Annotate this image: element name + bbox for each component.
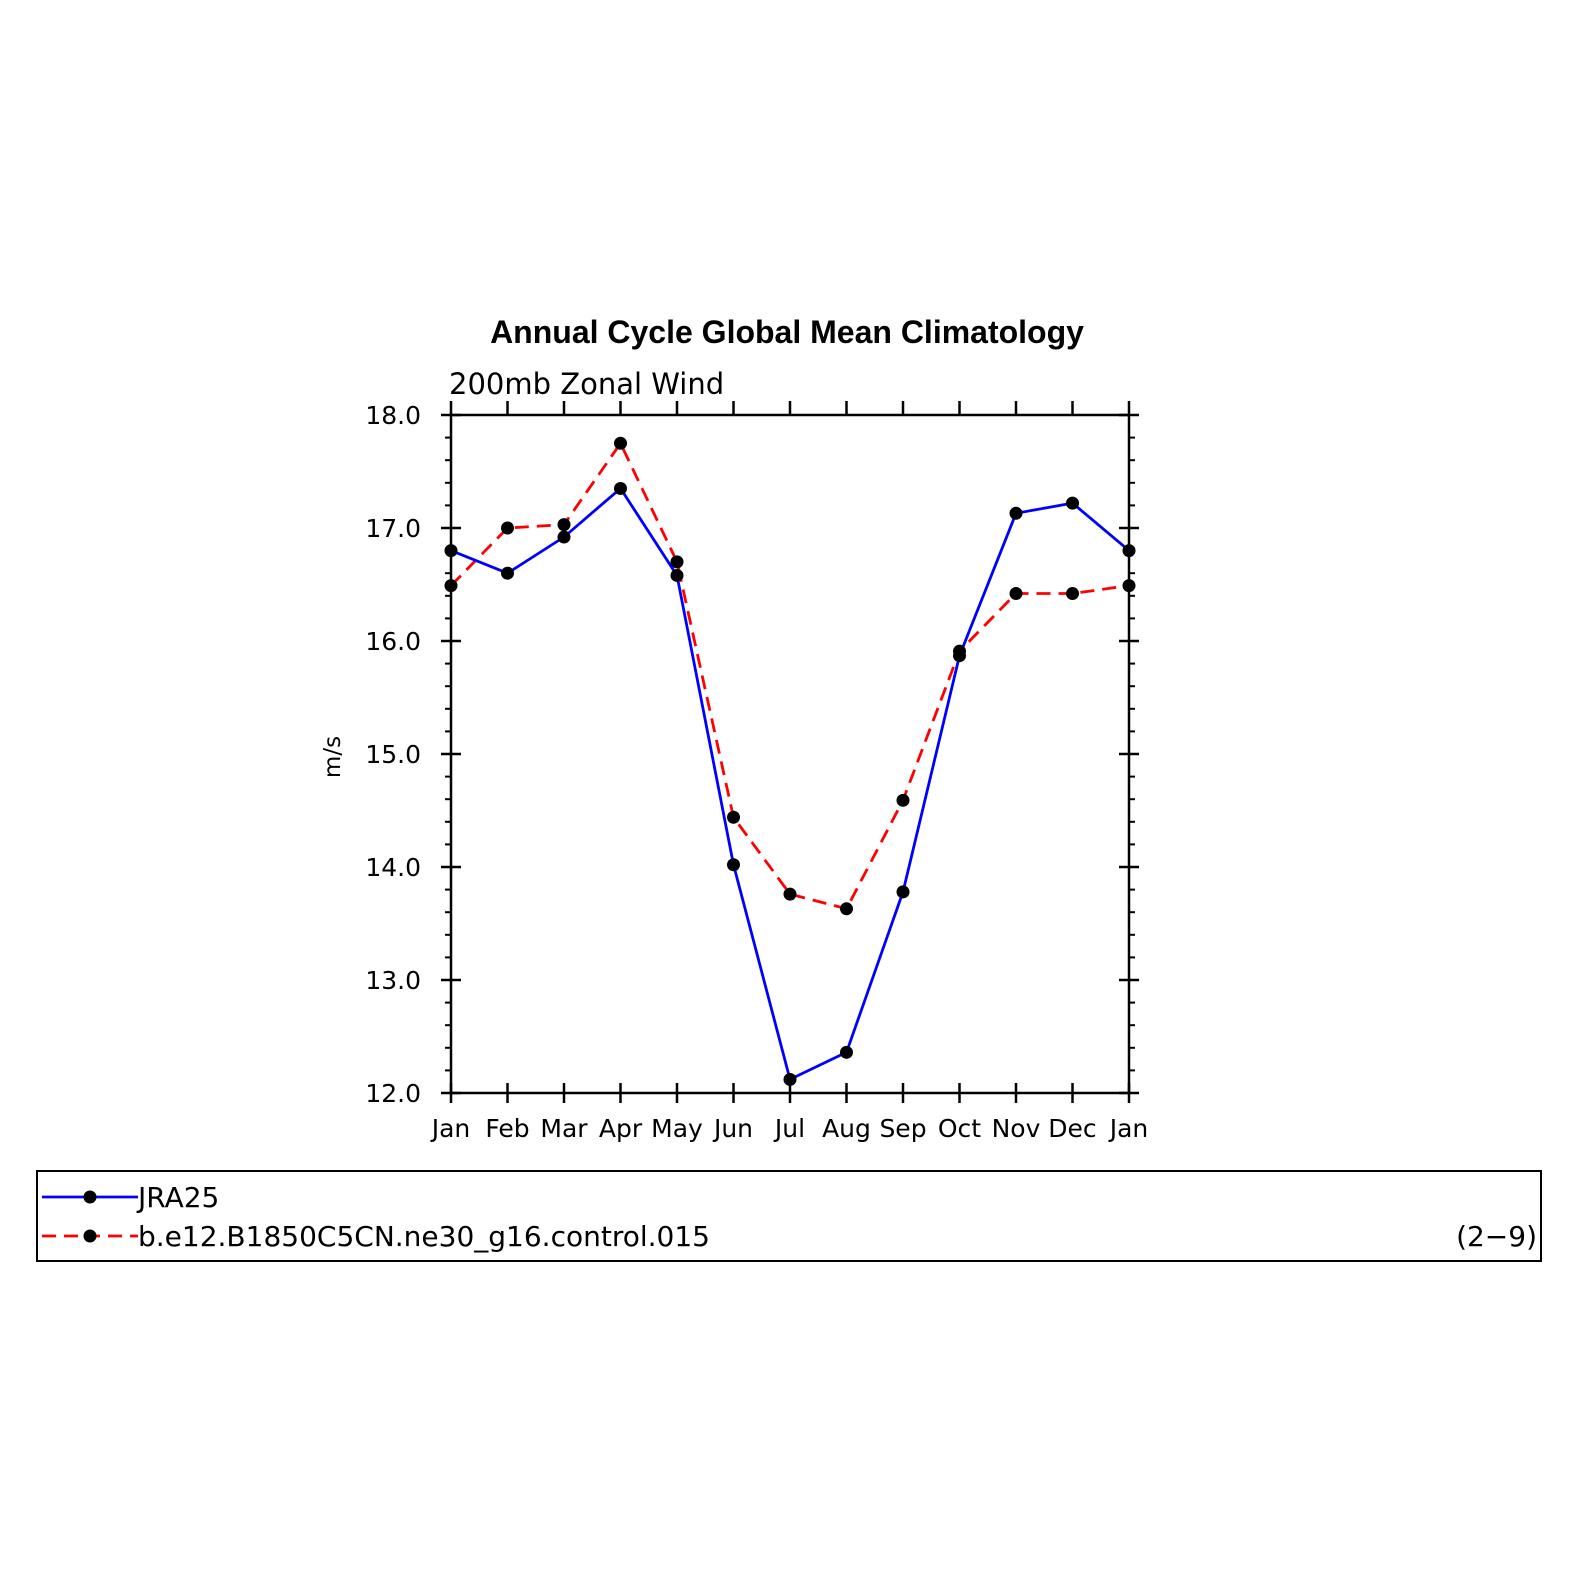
data-point-series-0 (840, 1045, 853, 1059)
x-tick-label: Jul (773, 1114, 805, 1143)
x-tick-label: Jan (1108, 1114, 1149, 1143)
y-tick-label: 14.0 (365, 853, 421, 882)
data-point-series-1 (783, 887, 797, 901)
y-tick-label: 13.0 (365, 966, 421, 995)
data-point-series-0 (444, 544, 458, 558)
y-tick-label: 18.0 (365, 401, 421, 430)
axes: Jan Feb Mar Apr May Jun Jul Aug Sep Oct Nov Dec Jan 1… (365, 401, 1148, 1143)
data-point-series-1 (444, 579, 458, 593)
data-point-series-0 (670, 568, 684, 582)
data-point-series-1 (614, 436, 627, 450)
y-tick-label: 16.0 (365, 627, 421, 656)
x-tick-label: Jan (430, 1114, 471, 1143)
series-line-1 (450, 441, 1130, 911)
data-point-series-0 (1122, 544, 1136, 558)
chart-subtitle: 200mb Zonal Wind (449, 367, 724, 401)
plot-annotation: (2−9) (1456, 1220, 1537, 1253)
data-point-series-0 (557, 530, 571, 544)
legend-box (36, 1170, 1542, 1262)
x-tick-label: Nov (992, 1114, 1041, 1143)
legend-marker-0 (83, 1190, 97, 1204)
data-point-series-1 (1122, 579, 1136, 593)
x-tick-label: Sep (879, 1114, 926, 1143)
data-point-series-1 (1009, 587, 1023, 601)
x-tick-label: May (651, 1114, 703, 1143)
data-point-series-1 (557, 518, 571, 532)
x-tick-label: Apr (599, 1114, 643, 1143)
x-tick-label: Aug (822, 1114, 871, 1143)
data-point-series-0 (1066, 496, 1079, 510)
plot-frame (449, 413, 1131, 1095)
x-tick-label: Dec (1048, 1114, 1096, 1143)
y-axis-label: m/s (320, 736, 346, 778)
data-point-series-0 (896, 885, 910, 899)
data-point-series-0 (1009, 506, 1023, 520)
x-tick-label: Feb (485, 1114, 529, 1143)
y-tick-label: 12.0 (365, 1079, 421, 1108)
data-point-series-1 (840, 902, 853, 916)
legend: JRA25 b.e12.B1850C5CN.ne30_g16.control.0… (36, 1170, 1542, 1262)
series-layer (444, 436, 1136, 1086)
legend-label-model: b.e12.B1850C5CN.ne30_g16.control.015 (138, 1220, 710, 1253)
y-tick-label: 17.0 (365, 514, 421, 543)
data-point-series-1 (501, 521, 514, 535)
legend-label-jra25: JRA25 (136, 1181, 219, 1214)
legend-marker-1 (83, 1229, 97, 1243)
y-tick-label: 15.0 (365, 740, 421, 769)
data-point-series-1 (1066, 587, 1079, 601)
data-point-series-0 (614, 481, 627, 495)
data-point-series-0 (783, 1072, 797, 1086)
x-tick-label: Oct (938, 1114, 981, 1143)
chart-title: Annual Cycle Global Mean Climatology (490, 314, 1084, 350)
x-tick-label: Mar (540, 1114, 588, 1143)
x-tick-label: Jun (712, 1114, 753, 1143)
data-point-series-0 (727, 858, 740, 872)
data-point-series-1 (953, 644, 966, 658)
data-point-series-0 (501, 566, 514, 580)
data-point-series-1 (727, 810, 740, 824)
data-point-series-1 (670, 555, 684, 569)
series-line-0 (450, 486, 1130, 1081)
data-point-series-1 (896, 793, 910, 807)
